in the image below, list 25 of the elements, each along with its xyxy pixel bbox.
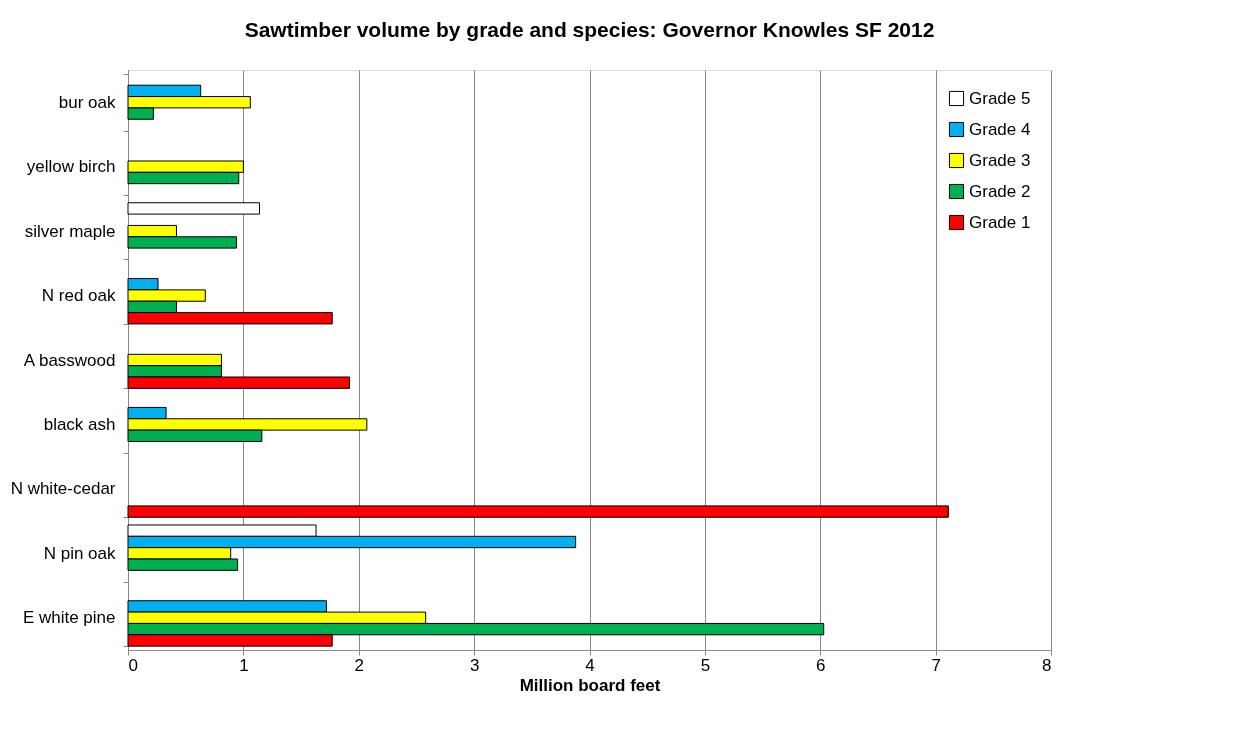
y-tick-label: E white pine bbox=[22, 608, 116, 628]
y-tick-label: silver maple bbox=[24, 221, 116, 241]
legend-label: Grade 5 bbox=[969, 88, 1031, 108]
legend-label: Grade 3 bbox=[969, 150, 1031, 170]
x-tick-label: 5 bbox=[700, 655, 711, 675]
legend-label: Grade 1 bbox=[969, 212, 1031, 232]
x-axis-title: Million board feet bbox=[519, 675, 661, 695]
x-tick-label: 1 bbox=[239, 655, 249, 675]
y-tick-label: A basswood bbox=[23, 350, 116, 370]
x-tick-label: 8 bbox=[1042, 655, 1052, 675]
x-tick-label: 4 bbox=[585, 655, 595, 675]
legend-label: Grade 4 bbox=[969, 119, 1031, 139]
x-tick-label: 2 bbox=[354, 655, 364, 675]
chart-title: Sawtimber volume by grade and species: Governor Knowles SF 2012 bbox=[244, 18, 935, 41]
x-tick-label: 7 bbox=[931, 655, 941, 675]
x-tick-label: 6 bbox=[816, 655, 826, 675]
legend-label: Grade 2 bbox=[969, 181, 1031, 201]
y-tick-label: N red oak bbox=[41, 286, 116, 306]
y-tick-label: black ash bbox=[43, 414, 116, 434]
y-tick-label: bur oak bbox=[58, 92, 116, 112]
y-tick-label: N pin oak bbox=[43, 543, 116, 563]
y-tick-label: N white-cedar bbox=[10, 479, 116, 499]
y-tick-label: yellow birch bbox=[26, 157, 116, 177]
x-tick-label: 0 bbox=[128, 655, 138, 675]
x-tick-label: 3 bbox=[469, 655, 480, 675]
